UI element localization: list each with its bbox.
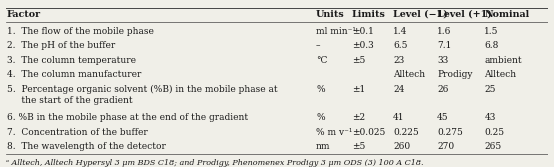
Text: 1.4: 1.4: [393, 27, 408, 36]
Text: 0.25: 0.25: [484, 128, 505, 137]
Text: ±5: ±5: [352, 142, 365, 151]
Text: 1.  The flow of the mobile phase: 1. The flow of the mobile phase: [7, 27, 153, 36]
Text: 24: 24: [393, 85, 404, 94]
Text: ±2: ±2: [352, 113, 365, 122]
Text: 43: 43: [484, 113, 496, 122]
Text: ±0.1: ±0.1: [352, 27, 374, 36]
Text: Level (+1): Level (+1): [437, 10, 492, 19]
Text: 6.5: 6.5: [393, 41, 408, 50]
Text: 23: 23: [393, 56, 404, 65]
Text: % m v⁻¹: % m v⁻¹: [316, 128, 352, 137]
Text: 33: 33: [437, 56, 448, 65]
Text: 6.8: 6.8: [484, 41, 499, 50]
Text: 270: 270: [437, 142, 454, 151]
Text: ±0.025: ±0.025: [352, 128, 385, 137]
Text: 41: 41: [393, 113, 404, 122]
Text: °C: °C: [316, 56, 327, 65]
Text: nm: nm: [316, 142, 331, 151]
Text: 8.  The wavelength of the detector: 8. The wavelength of the detector: [7, 142, 166, 151]
Text: Limits: Limits: [352, 10, 386, 19]
Text: Factor: Factor: [7, 10, 41, 19]
Text: ambient: ambient: [484, 56, 522, 65]
Text: 0.275: 0.275: [437, 128, 463, 137]
Text: –: –: [316, 41, 321, 50]
Text: Nominal: Nominal: [484, 10, 530, 19]
Text: 265: 265: [484, 142, 501, 151]
Text: 260: 260: [393, 142, 411, 151]
Text: ±5: ±5: [352, 56, 365, 65]
Text: ᵃ Alltech, Alltech Hypersyl 3 μm BDS C18; and Prodigy, Phenomenex Prodigy 3 μm O: ᵃ Alltech, Alltech Hypersyl 3 μm BDS C18…: [6, 159, 423, 167]
Text: 4.  The column manufacturer: 4. The column manufacturer: [7, 70, 141, 79]
Text: ±1: ±1: [352, 85, 365, 94]
Text: 5.  Percentage organic solvent (%B) in the mobile phase at
     the start of the: 5. Percentage organic solvent (%B) in th…: [7, 85, 277, 105]
Text: 25: 25: [484, 85, 496, 94]
Text: 26: 26: [437, 85, 449, 94]
Text: Units: Units: [316, 10, 345, 19]
Text: %: %: [316, 113, 325, 122]
Text: 6. %B in the mobile phase at the end of the gradient: 6. %B in the mobile phase at the end of …: [7, 113, 248, 122]
Text: ±0.3: ±0.3: [352, 41, 373, 50]
Text: Level (−1): Level (−1): [393, 10, 448, 19]
Text: Alltech: Alltech: [484, 70, 516, 79]
Text: 0.225: 0.225: [393, 128, 419, 137]
Text: 3.  The column temperature: 3. The column temperature: [7, 56, 136, 65]
Text: 2.  The pH of the buffer: 2. The pH of the buffer: [7, 41, 115, 50]
Text: Prodigy: Prodigy: [437, 70, 473, 79]
Text: %: %: [316, 85, 325, 94]
Text: Alltech: Alltech: [393, 70, 425, 79]
Text: 1.5: 1.5: [484, 27, 499, 36]
Text: 7.1: 7.1: [437, 41, 452, 50]
Text: 7.  Concentration of the buffer: 7. Concentration of the buffer: [7, 128, 147, 137]
Text: ml min⁻¹: ml min⁻¹: [316, 27, 356, 36]
Text: 1.6: 1.6: [437, 27, 452, 36]
Text: 45: 45: [437, 113, 449, 122]
